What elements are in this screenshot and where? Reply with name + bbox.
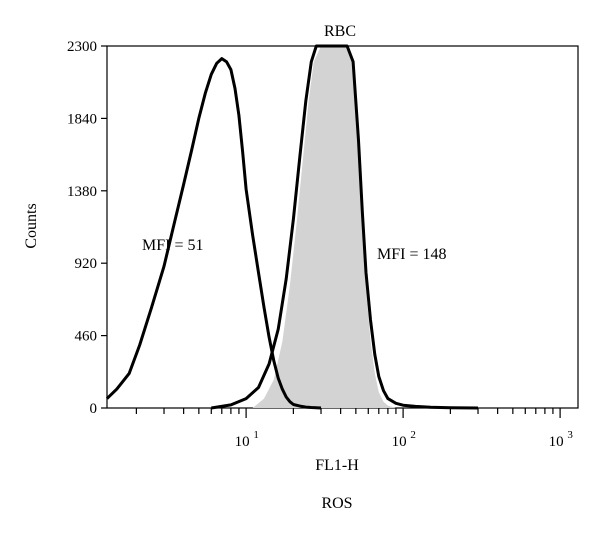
annotation-control-mfi: MFI = 51 — [142, 237, 203, 254]
x-tick-exponent: 1 — [253, 429, 259, 441]
x-tick-exponent: 2 — [410, 429, 416, 441]
x-tick-label: 10 — [235, 434, 250, 450]
series-control-line — [105, 57, 322, 410]
y-tick-label: 920 — [75, 256, 98, 272]
series-layer — [105, 44, 479, 410]
annotation-treated-mfi: MFI = 148 — [377, 246, 446, 263]
y-tick-label: 1380 — [67, 184, 97, 200]
chart-title: RBC — [324, 23, 356, 40]
y-tick-label: 0 — [90, 401, 98, 417]
y-tick-label: 460 — [75, 329, 98, 345]
x-tick-label: 10 — [392, 434, 407, 450]
series-filled-area — [252, 46, 396, 408]
series-treated-line — [211, 44, 479, 410]
x-tick-label: 10 — [549, 434, 564, 450]
y-axis-label: Counts — [23, 203, 40, 248]
x-tick-exponent: 3 — [567, 429, 573, 441]
x-axis-label: FL1-H — [315, 457, 359, 474]
figure-caption: ROS — [321, 495, 352, 512]
y-tick-label: 1840 — [67, 111, 97, 127]
y-tick-label: 2300 — [67, 39, 97, 55]
